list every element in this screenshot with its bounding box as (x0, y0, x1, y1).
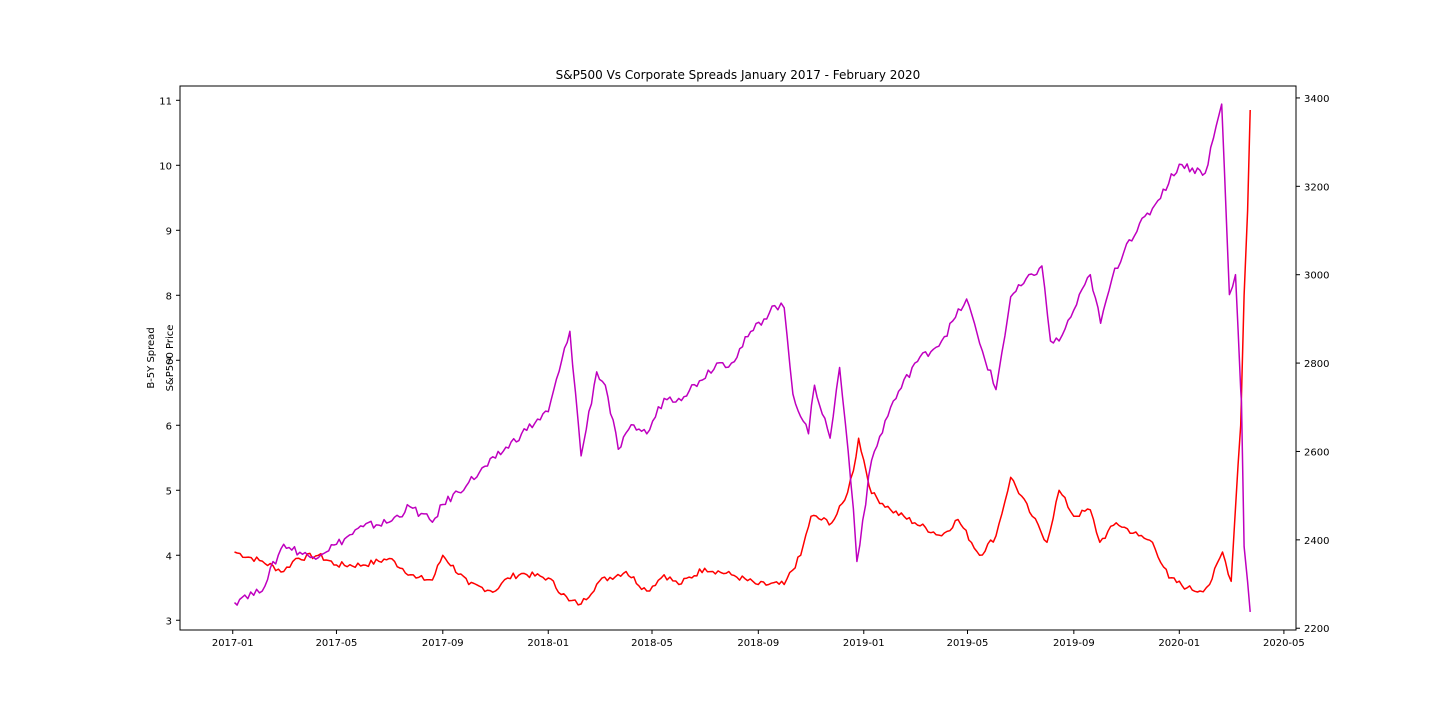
x-tick-label: 2019-01 (843, 638, 885, 649)
y-tick-left-label: 9 (166, 226, 172, 237)
x-tick-label: 2019-05 (947, 638, 989, 649)
y-tick-right-label: 3400 (1304, 94, 1329, 105)
y-tick-right-label: 2800 (1304, 359, 1329, 370)
plot-lines (233, 103, 1251, 612)
y-tick-right-label: 2400 (1304, 536, 1329, 547)
series-line-price (233, 103, 1251, 612)
y-tick-left-label: 5 (166, 486, 172, 497)
x-tick-label: 2018-05 (631, 638, 673, 649)
x-tick-label: 2020-01 (1158, 638, 1200, 649)
y-tick-right-label: 3000 (1304, 271, 1329, 282)
series-line-spread (234, 109, 1251, 606)
x-tick-label: 2020-05 (1263, 638, 1305, 649)
y-tick-left-label: 4 (166, 551, 172, 562)
y-tick-right-label: 2600 (1304, 447, 1329, 458)
y-axis-left-label: B-5Y Spread (146, 327, 157, 388)
x-tick-label: 2017-09 (422, 638, 464, 649)
x-tick-label: 2017-01 (212, 638, 254, 649)
x-tick-label: 2018-09 (737, 638, 779, 649)
y-axis-right: 2200 2400 2600 2800 3000 3200 3400 (1296, 94, 1329, 635)
x-tick-label: 2017-05 (316, 638, 358, 649)
x-axis: 2017-01 2017-05 2017-09 2018-01 2018-05 2018-… (212, 630, 1305, 649)
x-tick-label: 2019-09 (1053, 638, 1095, 649)
x-tick-label: 2018-01 (527, 638, 569, 649)
y-tick-left-label: 7 (166, 356, 172, 367)
y-tick-left-label: 10 (159, 161, 172, 172)
y-tick-left-label: 11 (159, 96, 172, 107)
y-tick-left-label: 6 (166, 421, 172, 432)
y-tick-left-label: 3 (166, 616, 172, 627)
y-axis-right-label: S&P500 Price (165, 325, 176, 392)
y-tick-right-label: 2200 (1304, 624, 1329, 635)
chart-title: S&P500 Vs Corporate Spreads January 2017… (556, 68, 921, 82)
plot-frame (179, 85, 1297, 631)
y-tick-right-label: 3200 (1304, 182, 1329, 193)
y-tick-left-label: 8 (166, 291, 172, 302)
y-axis-left: 3 4 5 6 7 8 9 10 11 (159, 96, 180, 627)
